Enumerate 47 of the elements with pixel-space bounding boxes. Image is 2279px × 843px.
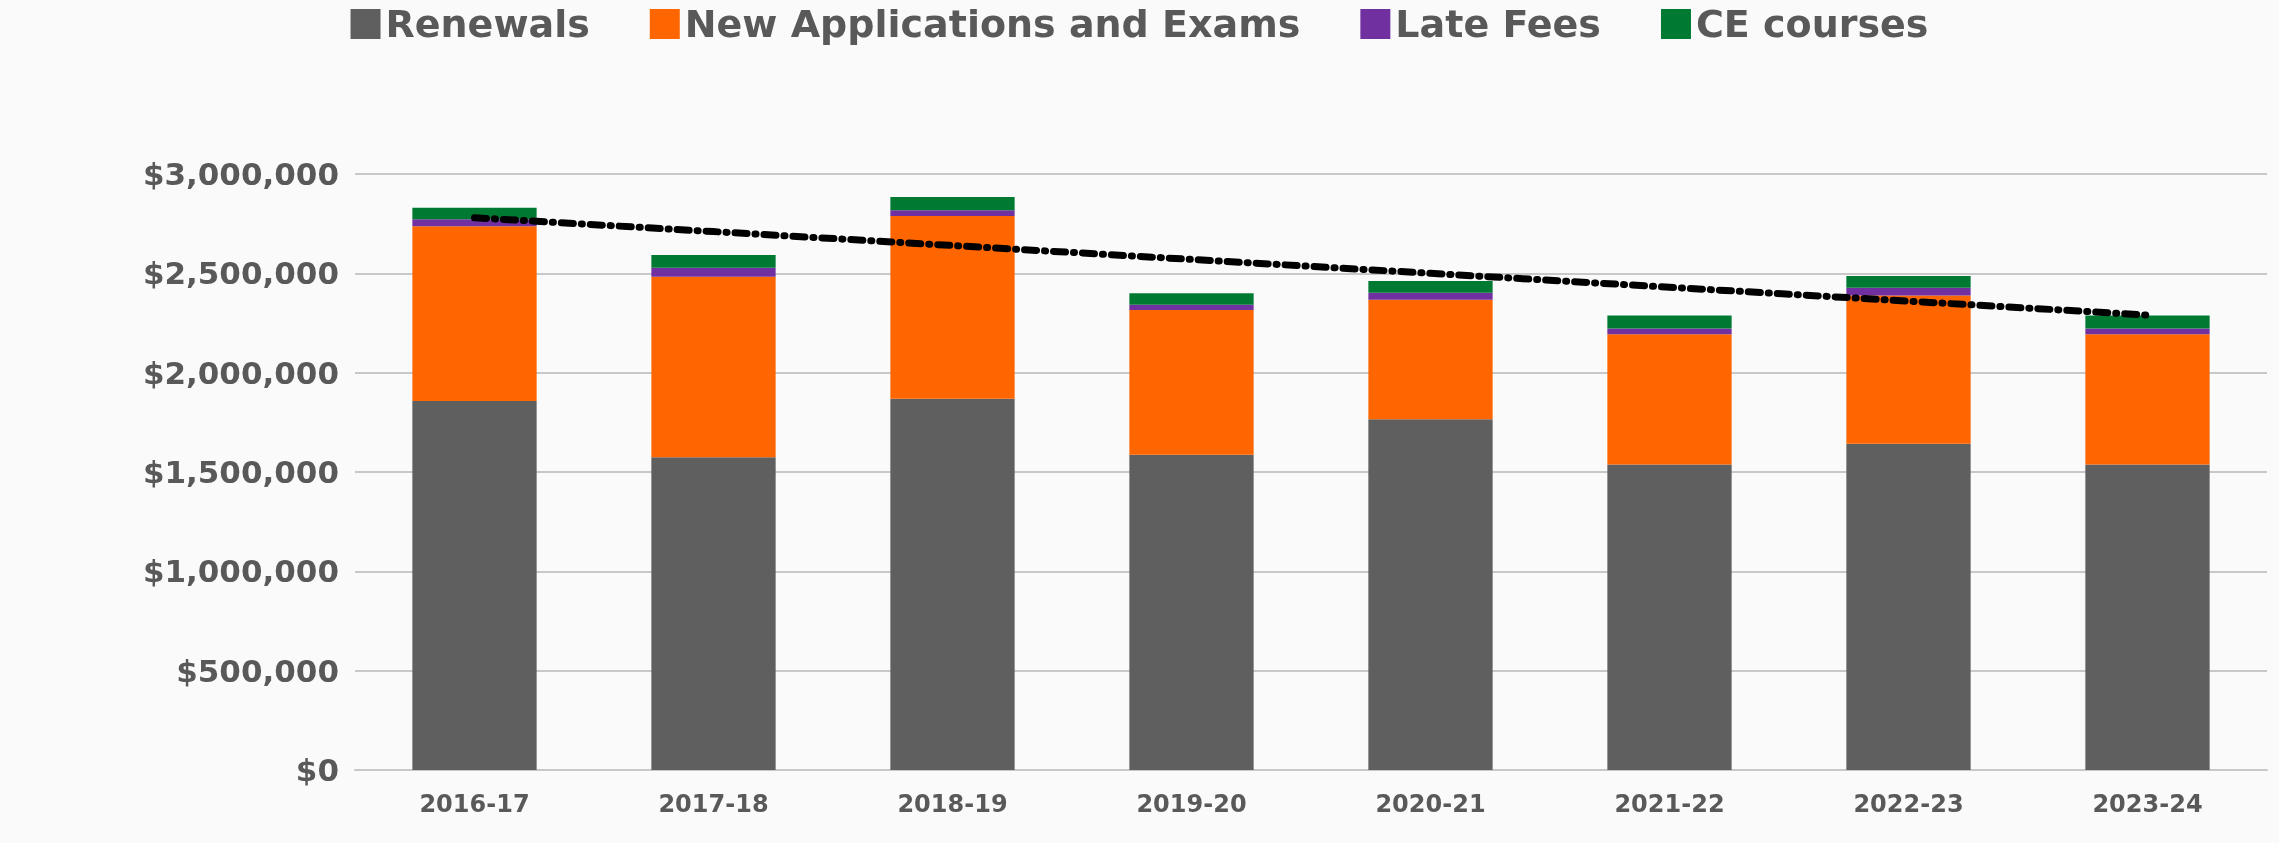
x-tick-label: 2018-19 [897,790,1008,818]
bar [1607,334,1732,465]
bar [1846,443,1971,770]
x-tick-label: 2017-18 [658,790,769,818]
bar [1368,280,1493,293]
bar [1846,275,1971,288]
legend-label: New Applications and Exams [684,2,1301,46]
x-tick-label: 2016-17 [419,790,530,818]
bar [412,226,537,402]
x-tick-label: 2021-22 [1614,790,1725,818]
bar [1129,304,1254,310]
bar [1129,454,1254,770]
y-tick-label: $3,000,000 [142,156,339,192]
x-tick-label: 2019-20 [1136,790,1247,818]
bar [651,255,776,268]
x-tick-label: 2022-23 [1853,790,1964,818]
x-tick-label: 2023-24 [2092,790,2203,818]
y-tick-label: $1,500,000 [142,454,339,490]
bar [1846,295,1971,444]
x-tick-label: 2020-21 [1375,790,1486,818]
bar [651,457,776,770]
legend-label: CE courses [1695,2,1929,46]
bar [1368,419,1493,770]
y-tick-label: $0 [295,752,339,788]
bar [412,401,537,770]
y-tick-label: $2,500,000 [142,255,339,292]
bar [890,197,1015,211]
bar [1607,464,1732,770]
legend-label: Renewals [385,2,590,46]
bar [2085,334,2210,465]
bar [1846,287,1971,296]
bar [651,267,776,277]
bar [890,398,1015,770]
bar [2085,464,2210,770]
y-tick-label: $1,000,000 [142,553,339,590]
bar [1368,292,1493,300]
bar [1129,309,1254,455]
bar [890,216,1015,399]
bar [1129,293,1254,305]
bar [651,276,776,458]
y-tick-label: $500,000 [176,652,339,689]
bar [1368,299,1493,420]
bar [2085,315,2210,329]
y-tick-label: $2,000,000 [142,354,339,391]
bar [890,210,1015,217]
bar [1607,315,1732,329]
legend-label: Late Fees [1395,2,1601,46]
